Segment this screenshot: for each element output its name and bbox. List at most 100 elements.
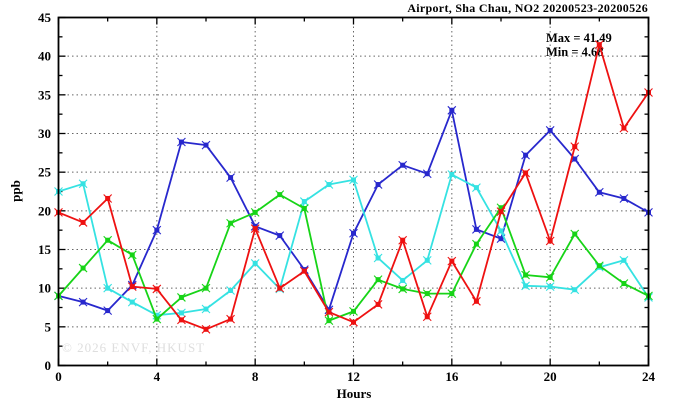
y-tick-label: 15 xyxy=(38,242,52,257)
data-point-cross xyxy=(78,179,88,189)
data-point-cross xyxy=(349,175,358,185)
data-point-cross xyxy=(324,316,334,326)
data-point-cross xyxy=(570,154,580,164)
x-tick-label: 4 xyxy=(154,369,161,384)
data-point-cross xyxy=(324,307,334,317)
x-tick-label: 8 xyxy=(252,369,259,384)
data-point-cross xyxy=(619,255,629,265)
data-point-cross xyxy=(127,297,137,307)
data-point-cross xyxy=(521,270,530,280)
data-point-cross xyxy=(226,173,235,182)
data-point-cross xyxy=(127,250,137,260)
data-point-cross xyxy=(299,266,309,276)
y-tick-label: 35 xyxy=(38,87,52,102)
x-tick-label: 0 xyxy=(55,369,62,384)
data-point-cross xyxy=(349,228,358,238)
data-point-cross xyxy=(545,126,555,135)
data-point-cross xyxy=(472,225,481,234)
max-value-label: Max = 41.49 xyxy=(546,31,612,45)
chart-title: Airport, Sha Chau, NO2 20200523-20200526 xyxy=(407,1,648,15)
x-tick-label: 16 xyxy=(445,369,459,384)
data-point-cross xyxy=(127,282,137,292)
data-point-cross xyxy=(201,324,211,334)
data-point-cross xyxy=(152,225,162,235)
data-point-cross xyxy=(152,284,162,294)
y-tick-label: 30 xyxy=(38,126,51,141)
y-axis-label: ppb xyxy=(8,180,23,202)
data-point-cross xyxy=(398,276,408,285)
y-tick-label: 20 xyxy=(38,203,51,218)
data-point-cross xyxy=(349,306,358,316)
data-point-cross xyxy=(447,289,457,298)
data-point-cross xyxy=(619,279,629,288)
data-point-cross xyxy=(619,123,629,133)
data-point-cross xyxy=(275,283,285,293)
data-point-cross xyxy=(78,263,88,273)
data-point-cross xyxy=(103,235,113,245)
data-point-cross xyxy=(521,168,530,178)
data-point-cross xyxy=(594,261,604,271)
data-point-cross xyxy=(398,235,408,245)
data-point-cross xyxy=(619,194,629,203)
data-point-cross xyxy=(201,304,211,314)
data-point-cross xyxy=(545,282,555,292)
data-point-cross xyxy=(521,281,530,291)
data-point-cross xyxy=(496,203,506,213)
data-point-cross xyxy=(103,306,113,315)
data-point-cross xyxy=(447,256,457,266)
data-point-cross xyxy=(103,283,113,293)
data-point-cross xyxy=(422,169,432,179)
y-tick-label: 45 xyxy=(38,10,52,25)
data-point-cross xyxy=(594,40,604,50)
plot-border xyxy=(57,16,650,367)
data-point-cross xyxy=(545,236,555,246)
data-point-cross xyxy=(447,170,457,179)
x-tick-label: 12 xyxy=(347,369,360,384)
x-tick-label: 24 xyxy=(642,369,656,384)
data-point-cross xyxy=(299,204,309,213)
data-point-cross xyxy=(152,314,162,324)
y-tick-label: 5 xyxy=(45,319,52,334)
data-point-cross xyxy=(226,314,235,324)
data-point-cross xyxy=(250,259,260,268)
data-point-cross xyxy=(472,183,481,193)
data-point-cross xyxy=(472,296,481,306)
data-point-cross xyxy=(201,283,211,293)
data-point-cross xyxy=(447,105,457,115)
data-point-cross xyxy=(373,275,383,285)
y-tick-label: 40 xyxy=(38,49,51,64)
data-point-cross xyxy=(275,231,285,240)
data-point-cross xyxy=(250,207,260,217)
x-tick-label: 20 xyxy=(544,369,557,384)
data-point-cross xyxy=(103,194,113,203)
data-point-cross xyxy=(570,285,580,295)
data-point-cross xyxy=(496,207,506,216)
y-tick-label: 25 xyxy=(38,165,52,180)
data-point-cross xyxy=(496,226,506,236)
data-point-cross xyxy=(201,140,211,150)
data-point-cross xyxy=(177,137,186,147)
data-point-cross xyxy=(177,293,186,302)
data-point-cross xyxy=(177,315,186,325)
data-point-cross xyxy=(422,289,432,298)
data-point-cross xyxy=(545,272,555,282)
data-point-cross xyxy=(78,297,88,307)
watermark: © 2026 ENVF, HKUST xyxy=(62,340,206,355)
min-value-label: Min = 4.68 xyxy=(546,45,604,59)
data-point-cross xyxy=(398,284,408,294)
data-point-cross xyxy=(250,224,260,234)
data-point-cross xyxy=(349,317,358,327)
data-point-cross xyxy=(324,180,334,189)
data-point-cross xyxy=(422,255,432,265)
data-point-cross xyxy=(594,187,604,197)
data-point-cross xyxy=(472,239,481,249)
x-axis-label: Hours xyxy=(336,386,372,401)
data-point-cross xyxy=(275,190,285,199)
y-tick-label: 10 xyxy=(38,281,51,296)
data-point-cross xyxy=(226,286,235,295)
max-min-annotation: Max = 41.49 Min = 4.68 xyxy=(546,31,612,59)
data-point-cross xyxy=(570,229,580,239)
data-point-cross xyxy=(570,142,580,152)
